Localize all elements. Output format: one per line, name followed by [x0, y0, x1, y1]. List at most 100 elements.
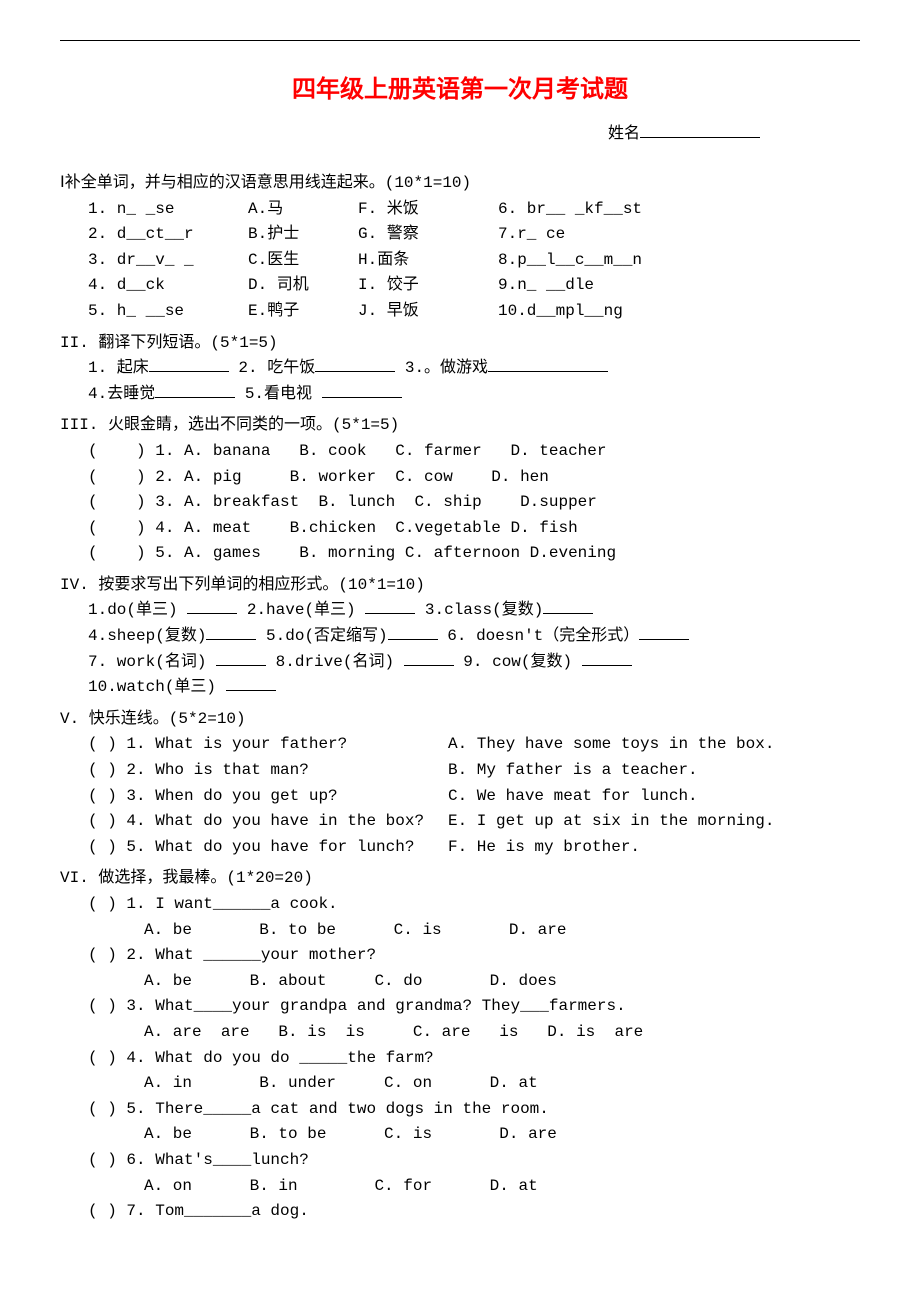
s6-o3: A. are are B. is is C. are is D. is are	[60, 1020, 860, 1046]
s5-a3: C. We have meat for lunch.	[448, 784, 698, 810]
s1-r3-right: 8.p__l__c__m__n	[498, 248, 642, 274]
s2-line2: 4.去睡觉 5.看电视	[88, 382, 860, 408]
s3-item-3: ( ) 3. A. breakfast B. lunch C. ship D.s…	[88, 490, 860, 516]
s3-item-4: ( ) 4. A. meat B.chicken C.vegetable D. …	[88, 516, 860, 542]
section-2-body: 1. 起床 2. 吃午饭 3.。做游戏 4.去睡觉 5.看电视	[60, 356, 860, 407]
s6-q7: ( ) 7. Tom_______a dog.	[60, 1199, 860, 1225]
s1-r5-right: 10.d__mpl__ng	[498, 299, 623, 325]
s4-blank-5[interactable]	[388, 639, 438, 640]
s4-l3-a: 7. work(名词)	[88, 653, 206, 671]
s2-l2-b: 5.看电视	[245, 385, 312, 403]
section-1-header: Ⅰ补全单词，并与相应的汉语意思用线连起来。(10*1=10)	[60, 171, 860, 197]
section-6-body: ( ) 1. I want______a cook. A. be B. to b…	[60, 892, 860, 1225]
s1-r1-left: 1. n_ _se	[88, 197, 248, 223]
section-5: V. 快乐连线。(5*2=10) ( ) 1. What is your fat…	[60, 707, 860, 861]
s5-row-4: ( ) 4. What do you have in the box? E. I…	[88, 809, 860, 835]
section-2: II. 翻译下列短语。(5*1=5) 1. 起床 2. 吃午饭 3.。做游戏 4…	[60, 331, 860, 408]
s5-a2: B. My father is a teacher.	[448, 758, 698, 784]
s6-q2: ( ) 2. What ______your mother?	[60, 943, 860, 969]
s5-q2: ( ) 2. Who is that man?	[88, 758, 448, 784]
section-6-header: VI. 做选择，我最棒。(1*20=20)	[60, 866, 860, 892]
s4-blank-3[interactable]	[543, 613, 593, 614]
s5-q1: ( ) 1. What is your father?	[88, 732, 448, 758]
s5-row-1: ( ) 1. What is your father? A. They have…	[88, 732, 860, 758]
s1-r2-left: 2. d__ct__r	[88, 222, 248, 248]
s1-row-4: 4. d__ck D. 司机 I. 饺子 9.n_ __dle	[88, 273, 860, 299]
s4-line2: 4.sheep(复数) 5.do(否定缩写) 6. doesn't（完全形式）	[88, 624, 860, 650]
s1-row-1: 1. n_ _se A.马 F. 米饭 6. br__ _kf__st	[88, 197, 860, 223]
s6-q5: ( ) 5. There_____a cat and two dogs in t…	[60, 1097, 860, 1123]
s4-blank-8[interactable]	[404, 665, 454, 666]
s4-l3-b: 8.drive(名词)	[276, 653, 394, 671]
s4-blank-4[interactable]	[206, 639, 256, 640]
section-3-body: ( ) 1. A. banana B. cook C. farmer D. te…	[60, 439, 860, 567]
s4-l4-a: 10.watch(单三)	[88, 678, 216, 696]
s1-r3-left: 3. dr__v_ _	[88, 248, 248, 274]
page-title: 四年级上册英语第一次月考试题	[60, 71, 860, 109]
s1-r3-f: H.面条	[358, 248, 498, 274]
s1-r5-left: 5. h_ __se	[88, 299, 248, 325]
s4-blank-2[interactable]	[365, 613, 415, 614]
section-1: Ⅰ补全单词，并与相应的汉语意思用线连起来。(10*1=10) 1. n_ _se…	[60, 171, 860, 325]
s3-item-5: ( ) 5. A. games B. morning C. afternoon …	[88, 541, 860, 567]
s6-q3: ( ) 3. What____your grandpa and grandma?…	[60, 994, 860, 1020]
section-4-body: 1.do(单三) 2.have(单三) 3.class(复数) 4.sheep(…	[60, 598, 860, 700]
s5-q4: ( ) 4. What do you have in the box?	[88, 809, 448, 835]
s1-r2-right: 7.r_ ce	[498, 222, 565, 248]
s1-r4-right: 9.n_ __dle	[498, 273, 594, 299]
s5-a1: A. They have some toys in the box.	[448, 732, 774, 758]
s4-blank-6[interactable]	[639, 639, 689, 640]
s6-q1: ( ) 1. I want______a cook.	[60, 892, 860, 918]
name-blank[interactable]	[640, 137, 760, 138]
s4-blank-7[interactable]	[216, 665, 266, 666]
s1-r4-f: I. 饺子	[358, 273, 498, 299]
s6-o1: A. be B. to be C. is D. are	[60, 918, 860, 944]
s6-q4: ( ) 4. What do you do _____the farm?	[60, 1046, 860, 1072]
s5-row-3: ( ) 3. When do you get up? C. We have me…	[88, 784, 860, 810]
s3-item-1: ( ) 1. A. banana B. cook C. farmer D. te…	[88, 439, 860, 465]
section-6: VI. 做选择，我最棒。(1*20=20) ( ) 1. I want_____…	[60, 866, 860, 1224]
name-label: 姓名	[608, 125, 640, 142]
s3-item-2: ( ) 2. A. pig B. worker C. cow D. hen	[88, 465, 860, 491]
s1-r4-left: 4. d__ck	[88, 273, 248, 299]
s6-q6: ( ) 6. What's____lunch?	[60, 1148, 860, 1174]
s2-l1-c: 3.。做游戏	[405, 359, 488, 377]
s6-o4: A. in B. under C. on D. at	[60, 1071, 860, 1097]
section-4-header: IV. 按要求写出下列单词的相应形式。(10*1=10)	[60, 573, 860, 599]
s4-blank-10[interactable]	[226, 690, 276, 691]
s1-r1-f: F. 米饭	[358, 197, 498, 223]
section-5-body: ( ) 1. What is your father? A. They have…	[60, 732, 860, 860]
s1-r3-a: C.医生	[248, 248, 358, 274]
s5-q5: ( ) 5. What do you have for lunch?	[88, 835, 448, 861]
s4-l2-a: 4.sheep(复数)	[88, 627, 206, 645]
s6-o6: A. on B. in C. for D. at	[60, 1174, 860, 1200]
s2-blank-5[interactable]	[322, 397, 402, 398]
s4-line1: 1.do(单三) 2.have(单三) 3.class(复数)	[88, 598, 860, 624]
s5-a4: E. I get up at six in the morning.	[448, 809, 774, 835]
s5-a5: F. He is my brother.	[448, 835, 640, 861]
s2-blank-2[interactable]	[315, 371, 395, 372]
s4-l1-b: 2.have(单三)	[247, 601, 356, 619]
s2-line1: 1. 起床 2. 吃午饭 3.。做游戏	[88, 356, 860, 382]
s1-row-3: 3. dr__v_ _ C.医生 H.面条 8.p__l__c__m__n	[88, 248, 860, 274]
s1-row-5: 5. h_ __se E.鸭子 J. 早饭 10.d__mpl__ng	[88, 299, 860, 325]
s1-r2-f: G. 警察	[358, 222, 498, 248]
section-1-body: 1. n_ _se A.马 F. 米饭 6. br__ _kf__st 2. d…	[60, 197, 860, 325]
s1-r1-right: 6. br__ _kf__st	[498, 197, 642, 223]
s6-o2: A. be B. about C. do D. does	[60, 969, 860, 995]
s4-line3: 7. work(名词) 8.drive(名词) 9. cow(复数)	[88, 650, 860, 676]
name-field-row: 姓名	[60, 121, 760, 147]
s5-row-2: ( ) 2. Who is that man? B. My father is …	[88, 758, 860, 784]
s2-l1-a: 1. 起床	[88, 359, 149, 377]
s2-l1-b: 2. 吃午饭	[238, 359, 315, 377]
s2-blank-1[interactable]	[149, 371, 229, 372]
s2-blank-4[interactable]	[155, 397, 235, 398]
s4-l2-c: 6. doesn't（完全形式）	[447, 627, 639, 645]
s4-blank-9[interactable]	[582, 665, 632, 666]
s1-r2-a: B.护士	[248, 222, 358, 248]
s2-blank-3[interactable]	[488, 371, 608, 372]
s4-blank-1[interactable]	[187, 613, 237, 614]
s5-q3: ( ) 3. When do you get up?	[88, 784, 448, 810]
s1-r1-a: A.马	[248, 197, 358, 223]
s4-l2-b: 5.do(否定缩写)	[266, 627, 388, 645]
